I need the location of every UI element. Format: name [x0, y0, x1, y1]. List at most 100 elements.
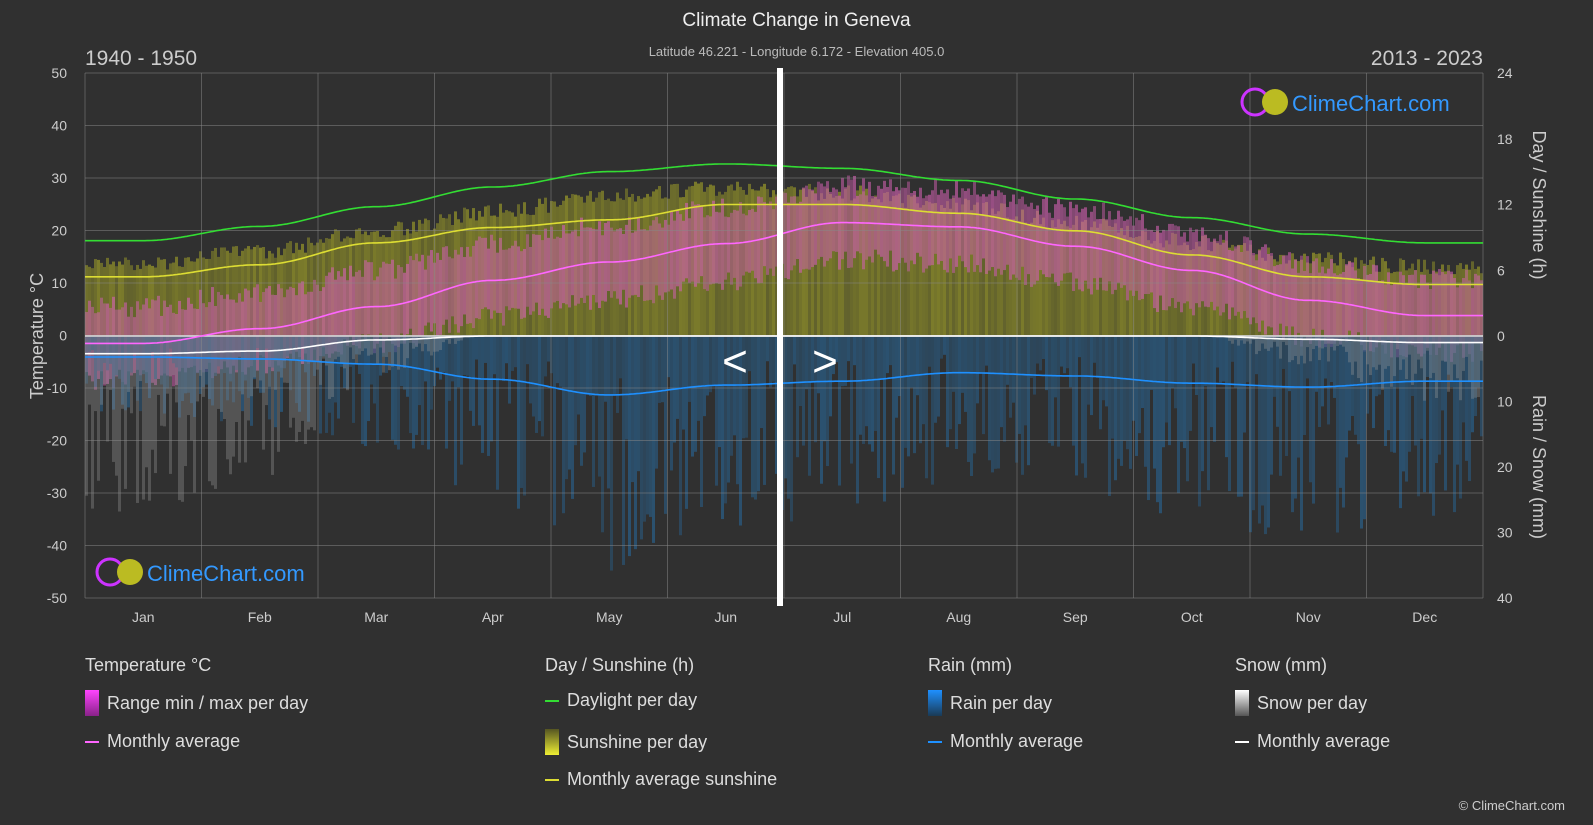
rain-day-bar [889, 336, 892, 366]
temp-range-day-bar [907, 181, 910, 272]
rain-day-bar [604, 336, 607, 402]
temp-range-day-bar [661, 227, 664, 300]
temp-range-day-bar [877, 185, 880, 255]
rain-day-bar [856, 336, 859, 504]
rain-day-bar [679, 336, 682, 536]
sunshine-day-bar [1123, 235, 1126, 336]
sunshine-day-bar [1135, 236, 1138, 336]
sunshine-day-bar [193, 261, 196, 336]
rain-day-bar [295, 336, 298, 404]
sunshine-day-bar [1063, 220, 1066, 336]
rain-day-bar [589, 336, 592, 396]
snow-day-bar [1231, 336, 1234, 344]
temp-range-day-bar [685, 202, 688, 279]
temp-range-day-bar [1327, 268, 1330, 344]
sunshine-day-bar [793, 187, 796, 336]
sunshine-day-bar [1174, 233, 1177, 336]
rain-day-bar [814, 336, 817, 443]
temp-range-day-bar [1303, 270, 1306, 337]
rain-day-bar [697, 336, 700, 421]
y-left-tick: -40 [47, 538, 67, 554]
next-arrow-button[interactable]: > [812, 337, 838, 386]
sunshine-day-bar [850, 200, 853, 336]
legend-daylight: Daylight per day [545, 690, 697, 711]
rain-day-bar [124, 336, 127, 411]
snow-day-bar [187, 336, 190, 416]
sunshine-day-bar [931, 203, 934, 336]
temp-range-day-bar [469, 256, 472, 324]
period-divider[interactable] [777, 68, 783, 606]
temp-range-day-bar [832, 187, 835, 252]
rain-day-bar [1072, 336, 1075, 446]
rain-day-bar [1177, 336, 1180, 494]
rain-day-bar [562, 336, 565, 514]
rain-day-bar [793, 336, 796, 365]
rain-day-bar [760, 336, 763, 429]
prev-arrow-button[interactable]: < [722, 337, 748, 386]
snow-day-bar [1237, 336, 1240, 346]
sunshine-day-bar [964, 198, 967, 336]
sunshine-day-bar [820, 193, 823, 336]
rain-day-bar [496, 336, 499, 490]
rain-day-bar [640, 336, 643, 540]
legend-snow-avg: Monthly average [1235, 731, 1390, 752]
rain-day-bar [400, 336, 403, 387]
legend-snow-title: Snow (mm) [1235, 655, 1328, 675]
temp-range-day-bar [187, 297, 190, 368]
temp-range-day-bar [865, 195, 868, 260]
snow-day-bar [1261, 336, 1264, 344]
snow-day-bar [1450, 336, 1453, 382]
logo-bottom[interactable]: ClimeChart.com [95, 557, 305, 587]
sunshine-day-bar [397, 221, 400, 336]
rain-day-bar [334, 336, 337, 403]
temp-range-day-bar [712, 200, 715, 284]
temp-range-day-bar [1159, 232, 1162, 296]
snow-day-bar [223, 336, 226, 419]
rain-day-bar [934, 336, 937, 423]
temp-range-day-bar [526, 234, 529, 307]
rain-day-bar [841, 336, 844, 387]
temp-range-day-bar [583, 227, 586, 304]
snow-day-bar [1264, 336, 1267, 349]
temp-range-day-bar [1261, 246, 1264, 321]
sunshine-day-bar [163, 259, 166, 336]
temp-range-day-bar [442, 247, 445, 325]
temp-range-day-bar [580, 217, 583, 298]
sunshine-avg-line [85, 203, 1483, 286]
snow-day-bar [265, 336, 268, 406]
snow-day-bar [1357, 336, 1360, 379]
temp-range-day-bar [199, 289, 202, 371]
temp-range-day-bar [724, 216, 727, 280]
y-left-tick: 50 [51, 65, 67, 81]
snow-day-bar [1423, 336, 1426, 401]
rain-day-bar [232, 336, 235, 403]
rain-day-bar [1228, 336, 1231, 492]
rain-day-bar [166, 336, 169, 389]
sunshine-day-bar [1219, 244, 1222, 336]
rain-day-bar [907, 336, 910, 457]
temp-range-day-bar [529, 246, 532, 315]
rain-day-bar [709, 336, 712, 393]
logo-top[interactable]: ClimeChart.com [1240, 87, 1450, 117]
snow-day-bar [1234, 336, 1237, 340]
temp-range-day-bar [1309, 273, 1312, 344]
temp-range-day-bar [1024, 204, 1027, 285]
temp-range-day-bar [1411, 274, 1414, 346]
rain-day-bar [571, 336, 574, 499]
rain-day-bar [1261, 336, 1264, 506]
sunshine-day-bar [868, 202, 871, 336]
rain-day-bar [358, 336, 361, 374]
snow-day-bar [196, 336, 199, 402]
temp-range-day-bar [1108, 211, 1111, 282]
rain-day-bar [412, 336, 415, 449]
temp-range-day-bar [1012, 194, 1015, 275]
temp-range-day-bar [511, 245, 514, 308]
snow-day-bar [1399, 336, 1402, 370]
temp-range-day-bar [457, 254, 460, 333]
temp-range-day-bar [373, 280, 376, 354]
rain-day-bar [1480, 336, 1483, 437]
y-right-top-tick: 0 [1497, 328, 1505, 344]
sunshine-day-bar [124, 257, 127, 336]
temp-range-day-bar [643, 229, 646, 301]
rain-day-bar [1096, 336, 1099, 378]
